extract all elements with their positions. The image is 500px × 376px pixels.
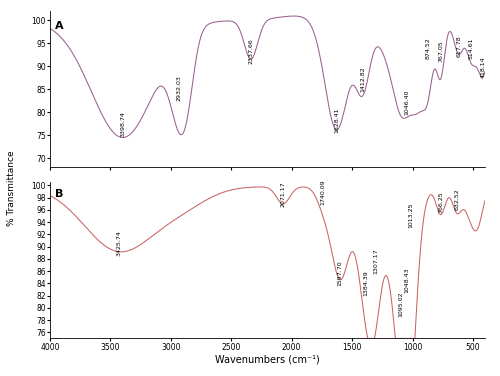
- Text: 1628.41: 1628.41: [334, 108, 339, 133]
- Text: 2337.66: 2337.66: [248, 38, 254, 64]
- X-axis label: Wavenumbers (cm⁻¹): Wavenumbers (cm⁻¹): [215, 354, 320, 364]
- Text: 418.14: 418.14: [480, 56, 486, 78]
- Text: 1412.82: 1412.82: [360, 66, 365, 92]
- Text: 1597.70: 1597.70: [338, 261, 343, 287]
- Text: 617.78: 617.78: [456, 36, 461, 57]
- Text: 3398.74: 3398.74: [120, 112, 125, 138]
- Text: 1095.02: 1095.02: [398, 291, 404, 317]
- Text: % Transmittance: % Transmittance: [8, 150, 16, 226]
- Text: 632.52: 632.52: [454, 188, 460, 210]
- Text: 1384.39: 1384.39: [364, 270, 368, 296]
- Text: 1046.40: 1046.40: [404, 89, 409, 115]
- Text: A: A: [55, 21, 64, 30]
- Text: 2932.03: 2932.03: [176, 75, 182, 101]
- Text: 1307.17: 1307.17: [373, 249, 378, 274]
- Text: 514.61: 514.61: [468, 38, 473, 59]
- Text: 1740.09: 1740.09: [320, 179, 326, 205]
- Text: 766.25: 766.25: [438, 191, 443, 213]
- Text: 874.52: 874.52: [425, 38, 430, 59]
- Text: 3425.74: 3425.74: [117, 230, 122, 256]
- Text: 2071.17: 2071.17: [280, 181, 285, 207]
- Text: B: B: [55, 189, 64, 199]
- Text: 1048.43: 1048.43: [404, 267, 409, 293]
- Text: 1013.25: 1013.25: [408, 203, 414, 228]
- Text: 767.05: 767.05: [438, 40, 443, 62]
